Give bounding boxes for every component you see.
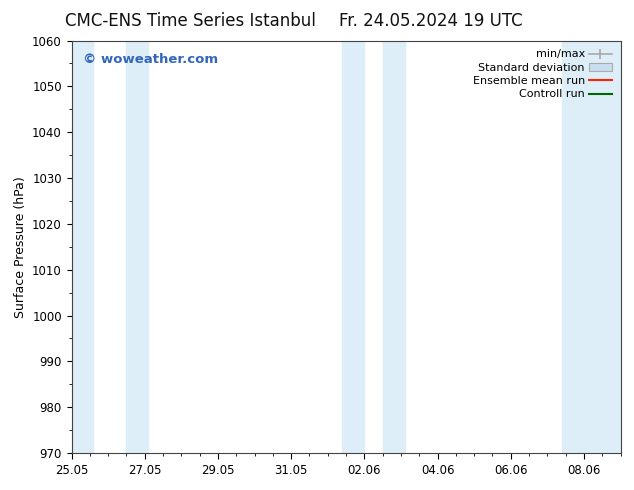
Bar xyxy=(342,41,365,453)
Bar xyxy=(126,41,148,453)
Legend: min/max, Standard deviation, Ensemble mean run, Controll run: min/max, Standard deviation, Ensemble me… xyxy=(469,46,615,103)
Text: © woweather.com: © woweather.com xyxy=(82,53,217,66)
Bar xyxy=(382,41,404,453)
Bar xyxy=(562,41,624,453)
Bar xyxy=(68,41,93,453)
Text: CMC-ENS Time Series Istanbul: CMC-ENS Time Series Istanbul xyxy=(65,12,316,30)
Text: Fr. 24.05.2024 19 UTC: Fr. 24.05.2024 19 UTC xyxy=(339,12,523,30)
Y-axis label: Surface Pressure (hPa): Surface Pressure (hPa) xyxy=(13,176,27,318)
